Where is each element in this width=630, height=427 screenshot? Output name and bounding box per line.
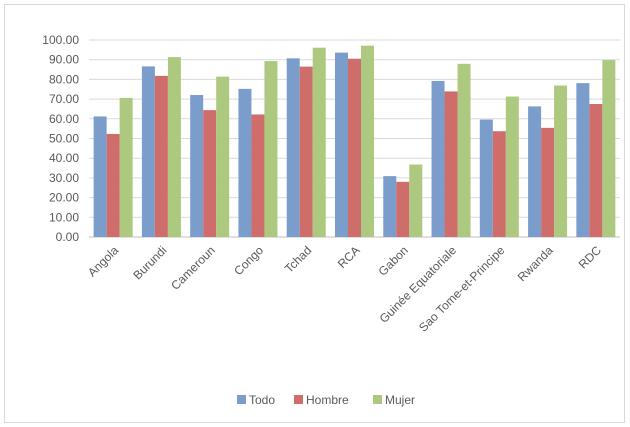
bar-todo	[190, 94, 204, 237]
bar-mujer	[602, 60, 616, 238]
y-tick-label: 40.00	[49, 151, 79, 165]
bar-hombre	[589, 104, 603, 238]
x-category-label: Congo	[231, 243, 266, 278]
y-tick-label: 0.00	[56, 230, 80, 244]
legend-swatch	[237, 395, 246, 404]
y-tick-label: 10.00	[49, 210, 79, 224]
x-category-label: Burundi	[130, 243, 169, 282]
bar-hombre	[299, 66, 313, 237]
bar-mujer	[554, 85, 568, 237]
legend-swatch	[294, 395, 303, 404]
x-category-label: RCA	[335, 243, 363, 271]
legend-label: Hombre	[306, 393, 349, 407]
x-category-label: RDC	[576, 243, 605, 272]
bar-todo	[93, 116, 107, 237]
bar-todo	[335, 52, 348, 237]
bar-todo	[141, 66, 155, 237]
bar-hombre	[396, 181, 410, 237]
y-tick-label: 90.00	[49, 53, 79, 67]
y-tick-label: 20.00	[49, 191, 79, 205]
chart-area: 0.00 10.00 20.00 30.00 40.00 50.00 60.00 70.00 8…	[4, 4, 625, 423]
y-axis: 0.00 10.00 20.00 30.00 40.00 50.00 60.00 70.00 8…	[42, 33, 79, 244]
bar-mujer	[505, 96, 519, 237]
bar-mujer	[312, 47, 326, 237]
x-category-label: Angola	[85, 243, 122, 280]
bar-mujer	[167, 57, 181, 237]
bar-mujer	[119, 97, 133, 237]
bar-todo	[576, 83, 590, 237]
bar-hombre	[251, 114, 265, 237]
bar-hombre	[348, 58, 361, 238]
legend-label: Todo	[249, 393, 275, 407]
bar-mujer	[361, 45, 374, 238]
bar-hombre	[203, 110, 217, 237]
bar-todo	[286, 58, 300, 237]
bar-todo	[238, 88, 252, 237]
y-tick-label: 50.00	[49, 132, 79, 146]
bar-hombre	[444, 91, 458, 238]
bars	[93, 45, 616, 238]
bar-todo	[431, 80, 445, 237]
bar-hombre	[541, 127, 555, 237]
bar-mujer	[264, 61, 278, 238]
bar-mujer	[409, 164, 423, 237]
y-tick-label: 60.00	[49, 112, 79, 126]
y-tick-label: 100.00	[42, 33, 79, 47]
bar-hombre	[492, 131, 506, 237]
bar-hombre	[106, 133, 120, 237]
y-tick-label: 80.00	[49, 72, 79, 86]
legend: Todo Hombre Mujer	[237, 393, 415, 407]
bar-chart: 0.00 10.00 20.00 30.00 40.00 50.00 60.00 70.00 8…	[42, 33, 620, 407]
x-category-label: Rwanda	[515, 243, 556, 284]
bar-todo	[479, 119, 493, 237]
legend-label: Mujer	[385, 393, 415, 407]
x-category-label: Cameroun	[168, 243, 218, 293]
y-tick-label: 30.00	[49, 171, 79, 185]
legend-swatch	[373, 395, 382, 404]
bar-mujer	[457, 63, 471, 237]
bar-todo	[383, 176, 397, 237]
bar-mujer	[216, 76, 230, 237]
y-tick-label: 70.00	[49, 92, 79, 106]
x-category-label: Tchad	[282, 243, 315, 276]
bar-todo	[528, 106, 542, 237]
x-category-label: Sao Tome-et-Principe	[416, 243, 508, 335]
bar-hombre	[154, 75, 168, 237]
x-category-label: Gabon	[376, 243, 411, 278]
